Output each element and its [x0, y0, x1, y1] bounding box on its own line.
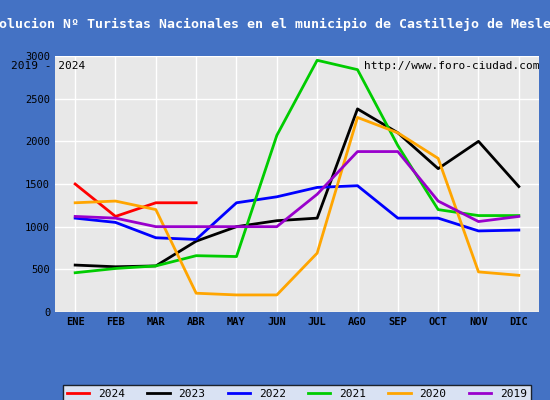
Text: 2019 - 2024: 2019 - 2024: [11, 61, 85, 71]
Text: http://www.foro-ciudad.com: http://www.foro-ciudad.com: [364, 61, 539, 71]
Legend: 2024, 2023, 2022, 2021, 2020, 2019: 2024, 2023, 2022, 2021, 2020, 2019: [63, 385, 531, 400]
Text: Evolucion Nº Turistas Nacionales en el municipio de Castillejo de Mesleón: Evolucion Nº Turistas Nacionales en el m…: [0, 18, 550, 30]
